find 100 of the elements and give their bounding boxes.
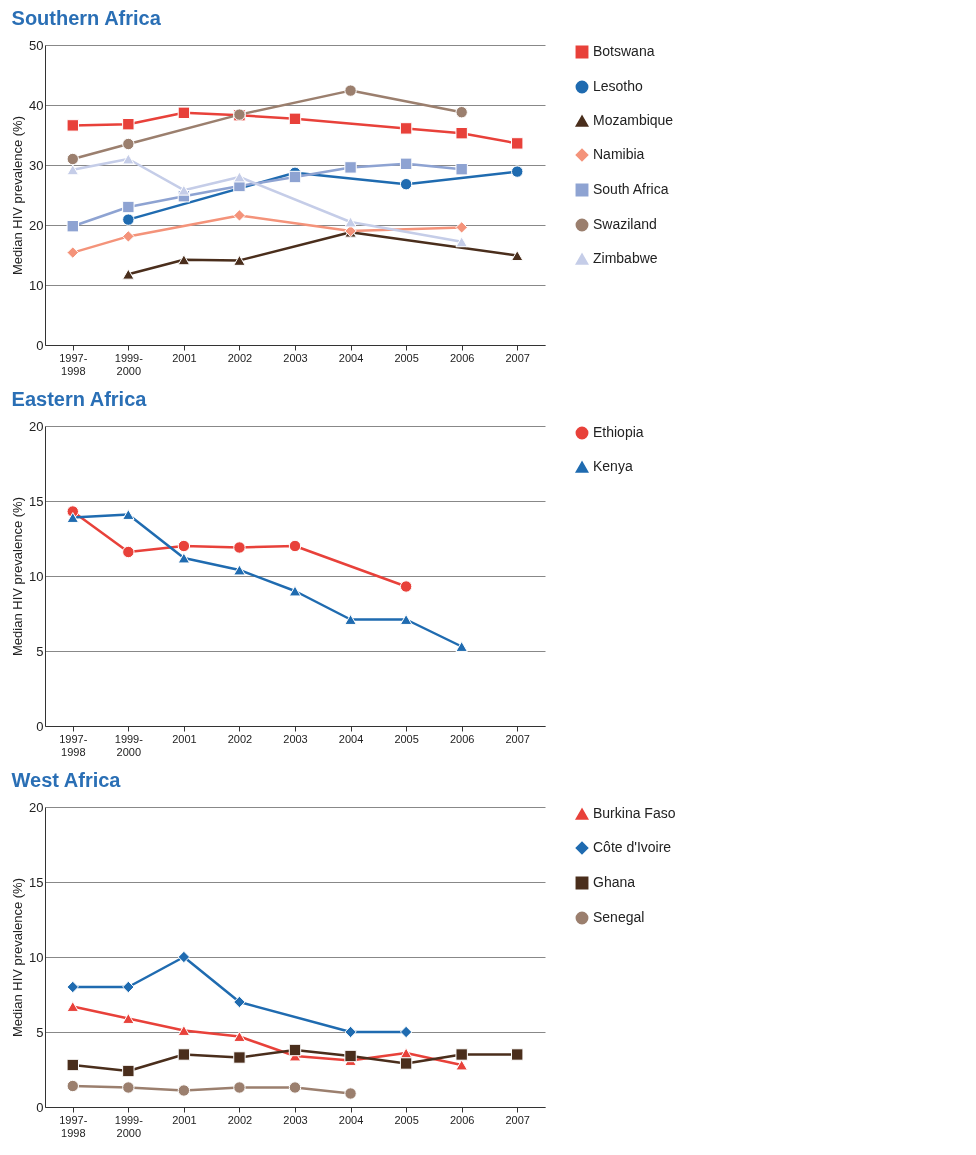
point [288, 170, 302, 184]
legend-label: Ghana [593, 874, 636, 890]
point [288, 585, 302, 597]
y-tick-label: 50 [29, 37, 44, 53]
x-tick-label: 1999-2000 [114, 351, 144, 377]
y-tick-label: 40 [29, 97, 44, 113]
point [511, 137, 524, 150]
x-tick-label: 2005 [394, 732, 419, 745]
y-tick-label: 15 [29, 493, 44, 509]
y-tick-label: 15 [29, 874, 44, 890]
x-tick-label: 2007 [505, 1113, 530, 1126]
point [288, 1081, 302, 1094]
point [288, 112, 302, 125]
point [399, 614, 413, 625]
x-tick-label: 2003 [283, 732, 308, 745]
point [288, 539, 302, 553]
legend-label: Kenya [593, 458, 633, 474]
point [399, 122, 413, 135]
point [344, 1049, 357, 1063]
point [177, 1084, 191, 1097]
point [66, 980, 79, 994]
x-tick-label: 2002 [227, 351, 253, 364]
point [177, 539, 191, 553]
point [344, 1087, 357, 1100]
x-tick-label: 2005 [394, 351, 419, 364]
legend-label: Zimbabwe [593, 250, 658, 266]
legend-label: Namibia [593, 146, 645, 162]
x-tick-label: 2004 [338, 351, 364, 364]
x-tick-label: 2005 [394, 1113, 419, 1126]
point [344, 614, 357, 625]
point [66, 246, 79, 259]
y-tick-label: 20 [29, 418, 44, 434]
point [233, 541, 246, 554]
point [233, 1081, 246, 1094]
legend-label: Ethiopia [593, 424, 644, 440]
point [455, 1048, 468, 1061]
point [66, 220, 79, 233]
point [233, 1051, 246, 1064]
point [288, 1043, 302, 1057]
point [344, 84, 357, 97]
y-tick-label: 0 [36, 1099, 44, 1115]
point [455, 236, 468, 248]
y-tick-label: 20 [29, 799, 44, 815]
y-tick-label: 30 [29, 157, 44, 173]
y-tick-label: 0 [36, 718, 44, 734]
x-tick-label: 2006 [449, 732, 475, 745]
point [511, 1048, 524, 1061]
chart-title: Eastern Africa [11, 388, 148, 410]
point [66, 1001, 79, 1012]
x-tick-label: 2003 [283, 1113, 308, 1126]
point [122, 509, 135, 520]
point [399, 157, 413, 170]
point [344, 1025, 357, 1039]
legend-label: Mozambique [593, 112, 674, 128]
point [122, 545, 135, 559]
legend-label: South Africa [593, 181, 669, 197]
point [455, 163, 468, 176]
point [122, 137, 135, 151]
x-tick-label: 1997-1998 [59, 351, 88, 377]
point [233, 209, 246, 222]
point [122, 1064, 135, 1078]
y-tick-label: 0 [36, 337, 44, 353]
point [66, 1058, 79, 1072]
point [233, 254, 246, 266]
point [344, 161, 357, 174]
chart-title: Southern Africa [11, 7, 162, 29]
point [455, 127, 468, 140]
x-tick-label: 1997-1998 [59, 1113, 88, 1139]
y-tick-label: 5 [36, 643, 44, 659]
y-axis-title: Median HIV prevalence (%) [10, 497, 26, 656]
point [177, 106, 191, 119]
point [177, 950, 191, 964]
point [177, 552, 191, 564]
x-tick-label: 1997-1998 [59, 732, 88, 758]
legend-label: Côte d'Ivoire [593, 839, 672, 855]
point [455, 221, 468, 234]
point [511, 250, 524, 262]
x-tick-label: 2006 [449, 1113, 475, 1126]
y-tick-label: 10 [29, 568, 44, 584]
point [122, 200, 135, 214]
point [177, 1025, 191, 1036]
x-tick-label: 2004 [338, 1113, 364, 1126]
x-tick-label: 2001 [172, 732, 197, 745]
point [122, 213, 135, 226]
point [177, 254, 191, 266]
chart-title: West Africa [11, 769, 122, 791]
legend-label: Senegal [593, 909, 645, 925]
point [511, 165, 524, 178]
point [399, 1025, 413, 1039]
point [122, 1081, 135, 1094]
point [122, 118, 135, 131]
point [66, 512, 79, 523]
point [399, 580, 413, 593]
y-axis-title: Median HIV prevalence (%) [10, 116, 26, 275]
legend-label: Botswana [593, 43, 655, 59]
x-tick-label: 2004 [338, 732, 364, 745]
legend-label: Burkina Faso [593, 805, 676, 821]
point [455, 641, 468, 652]
point [177, 184, 191, 196]
x-tick-label: 1999-2000 [114, 1113, 144, 1139]
